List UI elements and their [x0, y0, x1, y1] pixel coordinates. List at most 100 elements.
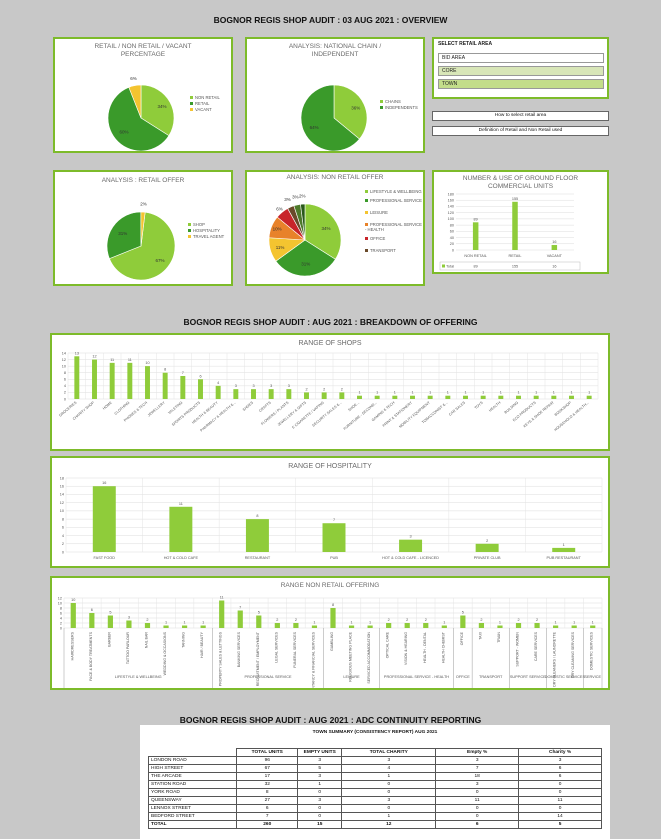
x-tick-label: PHARMACY & HEALTH &...: [199, 401, 236, 433]
x-tick-label: PRINT & STATIONERY: [382, 400, 414, 428]
group-label: TRANSPORT: [479, 675, 503, 679]
bar: [268, 389, 274, 399]
y-tick-label: 14: [62, 351, 66, 355]
table-cell: 11: [518, 796, 602, 805]
bar-data-label: 1: [184, 621, 186, 625]
bar-data-label: 4: [217, 381, 219, 385]
pie-slice: [109, 211, 176, 281]
x-tick-label: VISION & HEARING: [404, 632, 408, 665]
table-cell: 27: [236, 796, 299, 805]
retail-offer-title: ANALYSIS : RETAIL OFFER: [101, 177, 185, 184]
bar-data-label: 1: [592, 621, 594, 625]
retail-split-legend: NON RETAIL RETAIL VACANT: [190, 95, 220, 113]
bar: [126, 620, 132, 628]
bar: [70, 603, 76, 628]
pie-data-label: 34%: [322, 226, 331, 231]
row-label-cell: HIGH STREET: [147, 764, 238, 773]
pie-slice: [333, 84, 368, 140]
table-cell: 18: [435, 772, 520, 781]
table-cell: 14: [518, 812, 602, 821]
bar: [480, 395, 486, 399]
bar-data-label: 8: [256, 514, 258, 518]
bar-data-label: 1: [553, 391, 555, 395]
table-cell: 3: [518, 756, 602, 765]
table-cell: 0: [435, 788, 520, 797]
table-cell: 0: [518, 780, 602, 789]
table-cell: 3: [341, 796, 437, 805]
legend-leisure: LEISURE: [370, 210, 388, 215]
table-row: STATION ROAD 32 1 0 3 0: [147, 780, 602, 789]
table-cell: 3: [435, 756, 520, 765]
how-to-select-button[interactable]: How to select retail area: [432, 111, 609, 121]
pie-data-label: 10%: [273, 226, 282, 231]
bar: [534, 623, 540, 628]
table-cell: 0: [341, 780, 437, 789]
pie-data-label: 6%: [130, 76, 137, 81]
definition-button[interactable]: Definition of Retail and Non Retail used: [432, 126, 609, 136]
bar-data-label: 1: [369, 621, 371, 625]
legend-retail: RETAIL: [195, 101, 210, 106]
table-row: LONDON ROAD 96 3 3 3 3: [147, 756, 602, 765]
bar: [92, 486, 116, 552]
y-tick-label: 2: [64, 391, 66, 395]
group-label: SERVICE: [584, 675, 601, 679]
table-cell: 3: [297, 796, 343, 805]
bar-data-label: 1: [429, 391, 431, 395]
bar-data-label: 1: [535, 391, 537, 395]
bar: [162, 372, 168, 399]
bar: [441, 625, 447, 628]
group-label: SUPPORT SERVICE: [510, 675, 546, 679]
x-tick-label: ACCOUNTANCY & FINANCIAL SERVICES: [311, 631, 315, 688]
x-tick-label: CLOTHING: [114, 401, 131, 416]
x-tick-label: TAXI: [478, 632, 482, 640]
area-option-bid[interactable]: BID AREA: [438, 53, 604, 63]
bar: [552, 547, 576, 552]
x-tick-label: PRIVATE CLUB: [474, 556, 501, 560]
non-retail-offer-pie: 34%31%11%10%6%3%3% 2%: [268, 194, 342, 277]
pie-data-label: 31%: [118, 231, 127, 236]
continuity-title: TOWN SUMMARY (CONSISTENCY REPORT) AUG 20…: [312, 730, 438, 735]
bar: [475, 543, 499, 552]
row-label-cell: BEDFORD STREET: [147, 812, 238, 821]
bar-data-label: 1: [500, 391, 502, 395]
y-tick-label: 14: [60, 493, 64, 497]
area-option-town[interactable]: TOWN: [438, 79, 604, 89]
bar-data-label: 1: [482, 391, 484, 395]
y-tick-label: 80: [450, 223, 454, 227]
legend-professional: PROFESSIONAL SERVICE: [370, 198, 422, 203]
bar-data-label: 8: [164, 368, 166, 372]
group-label: LEISURE: [343, 675, 360, 679]
x-tick-label: RESTAURANT: [245, 556, 271, 560]
bar: [386, 623, 392, 628]
continuity-table: TOTAL UNITS EMPTY UNITS TOTAL CHARITY Empty…: [147, 748, 602, 829]
bar: [304, 392, 309, 399]
bar: [399, 539, 423, 552]
table-cell: 1: [341, 812, 437, 821]
table-cell: 0: [297, 812, 343, 821]
y-tick-label: 40: [450, 236, 454, 240]
y-tick-label: 8: [64, 371, 66, 375]
table-row: LENNOX STREET 6 0 0 0 0: [147, 804, 602, 813]
y-tick-label: 0: [452, 248, 454, 252]
bar-data-label: 6: [91, 608, 93, 612]
y-tick-label: 0: [62, 550, 64, 554]
bar: [553, 625, 559, 628]
table-cell: 1: [297, 780, 343, 789]
table-cell: 0: [518, 804, 602, 813]
area-option-core[interactable]: CORE: [438, 66, 604, 76]
x-tick-label: VALETING: [167, 401, 183, 415]
bar: [181, 625, 188, 628]
bar-data-label: 2: [388, 618, 390, 622]
x-tick-label: LEGAL SERVICES: [274, 631, 278, 662]
retail-split-pie: 34% 60% 6%: [107, 76, 175, 151]
pie-slice: [275, 239, 336, 277]
legend-chains: CHAINS: [385, 99, 401, 104]
x-tick-label: HEALTH CHEMIST: [441, 631, 445, 663]
x-tick-label: HOT & COLD CAFE: [164, 556, 199, 560]
units-bar-chart: 0 20 40 60 80 100 120 140 160 180 89 NON RETAIL 155 R…: [439, 192, 581, 271]
x-tick-label: TANNING: [182, 632, 186, 648]
table-cell: 3: [297, 756, 343, 765]
table-cell: 6: [236, 804, 299, 813]
bar: [74, 356, 80, 399]
y-tick-label: 12: [58, 596, 62, 600]
